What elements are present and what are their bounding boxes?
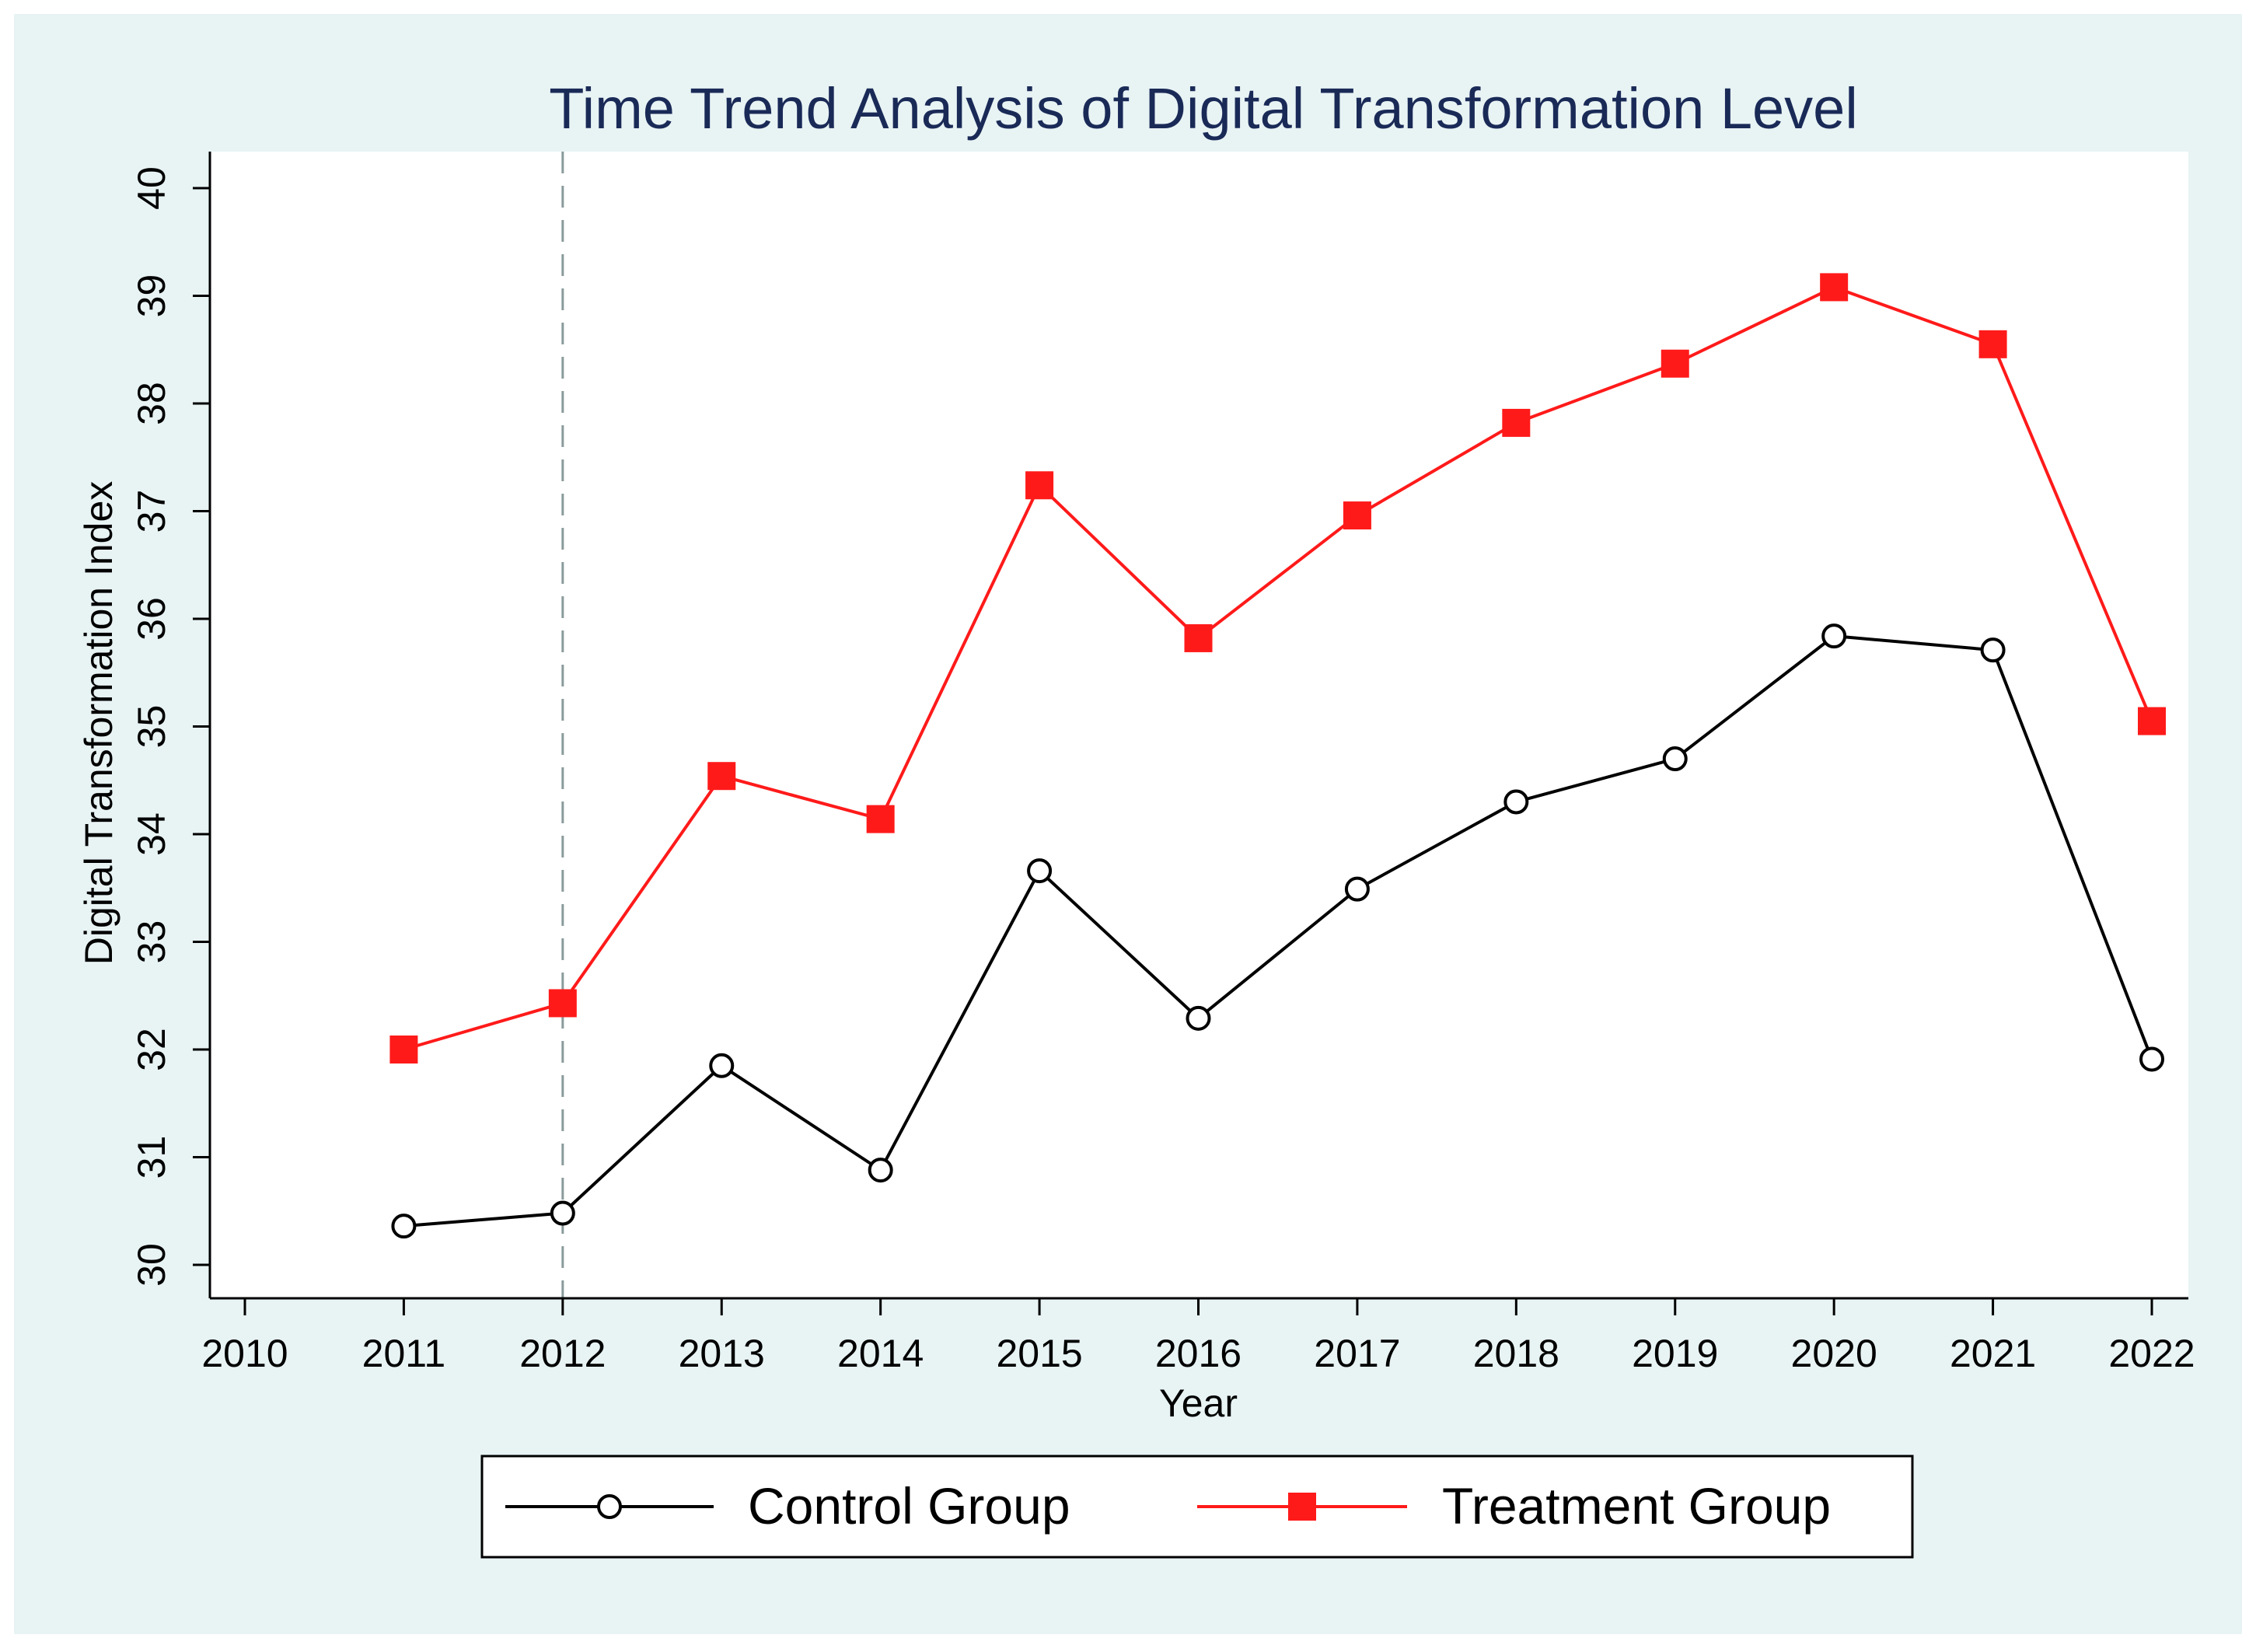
data-point [868, 1158, 893, 1183]
y-tick-label: 33 [130, 920, 173, 964]
x-tick-label: 2013 [679, 1332, 765, 1375]
data-point [1821, 623, 1847, 649]
y-tick-label: 35 [130, 705, 173, 749]
y-tick-label: 31 [130, 1136, 173, 1179]
data-point [1503, 789, 1529, 815]
data-point [1662, 746, 1688, 772]
legend-label: Control Group [748, 1477, 1070, 1535]
data-point [1978, 330, 2007, 358]
data-point [1661, 349, 1689, 378]
data-point [1184, 623, 1213, 652]
data-point [1820, 273, 1849, 302]
data-point [1025, 471, 1054, 500]
series-treatment-group [389, 273, 2166, 1063]
y-tick-label: 30 [130, 1243, 173, 1287]
data-point [1344, 876, 1370, 902]
legend-label: Treatment Group [1442, 1477, 1831, 1535]
x-axis-label: Year [1159, 1381, 1238, 1425]
data-point [1502, 408, 1531, 437]
y-tick-label: 32 [130, 1028, 173, 1071]
data-point [389, 1036, 418, 1063]
y-tick-label: 37 [130, 490, 173, 533]
y-tick-label: 34 [130, 812, 173, 856]
data-point [707, 762, 736, 791]
data-point [866, 805, 895, 833]
data-point [1980, 637, 2006, 663]
x-tick-label: 2018 [1473, 1332, 1559, 1375]
data-point [1027, 858, 1053, 884]
data-point [2138, 707, 2166, 735]
series-control-group [391, 623, 2164, 1239]
x-tick-label: 2015 [996, 1332, 1082, 1375]
data-point [2139, 1046, 2164, 1072]
legend-marker [597, 1494, 622, 1519]
x-tick-label: 2016 [1155, 1332, 1241, 1375]
data-point [1186, 1005, 1211, 1031]
x-tick-label: 2010 [201, 1332, 288, 1375]
data-point [1343, 501, 1371, 530]
legend-item: Treatment Group [1197, 1477, 1831, 1535]
series-line [403, 634, 2153, 1228]
legend-item: Control Group [505, 1477, 1070, 1535]
y-tick-label: 36 [130, 597, 173, 641]
y-tick-label: 38 [130, 382, 173, 425]
x-tick-label: 2019 [1632, 1332, 1718, 1375]
x-tick-label: 2014 [837, 1332, 924, 1375]
plot-area [210, 152, 2188, 1298]
y-axis-label: Digital Transformation Index [77, 481, 120, 966]
x-tick-label: 2021 [1950, 1332, 2036, 1375]
series-layer [389, 273, 2166, 1239]
axes-layer: 30 31 32 33 34 35 36 37 38 39 40 2010 2011 2012 2013 20… [130, 152, 2195, 1375]
chart-title: Time Trend Analysis of Digital Transform… [549, 76, 1858, 141]
legend-marker [1288, 1493, 1316, 1521]
y-tick-label: 40 [130, 166, 173, 210]
y-tick-label: 39 [130, 274, 173, 318]
data-point [391, 1214, 417, 1239]
x-tick-label: 2020 [1791, 1332, 1877, 1375]
series-line [403, 285, 2153, 1051]
x-tick-label: 2012 [519, 1332, 606, 1375]
x-tick-label: 2022 [2108, 1332, 2195, 1375]
x-tick-label: 2011 [362, 1332, 446, 1375]
data-point [548, 989, 577, 1018]
x-tick-label: 2017 [1314, 1332, 1400, 1375]
data-point [550, 1200, 575, 1226]
data-point [709, 1053, 735, 1078]
legend: Control Group Treatment Group [480, 1455, 1914, 1559]
